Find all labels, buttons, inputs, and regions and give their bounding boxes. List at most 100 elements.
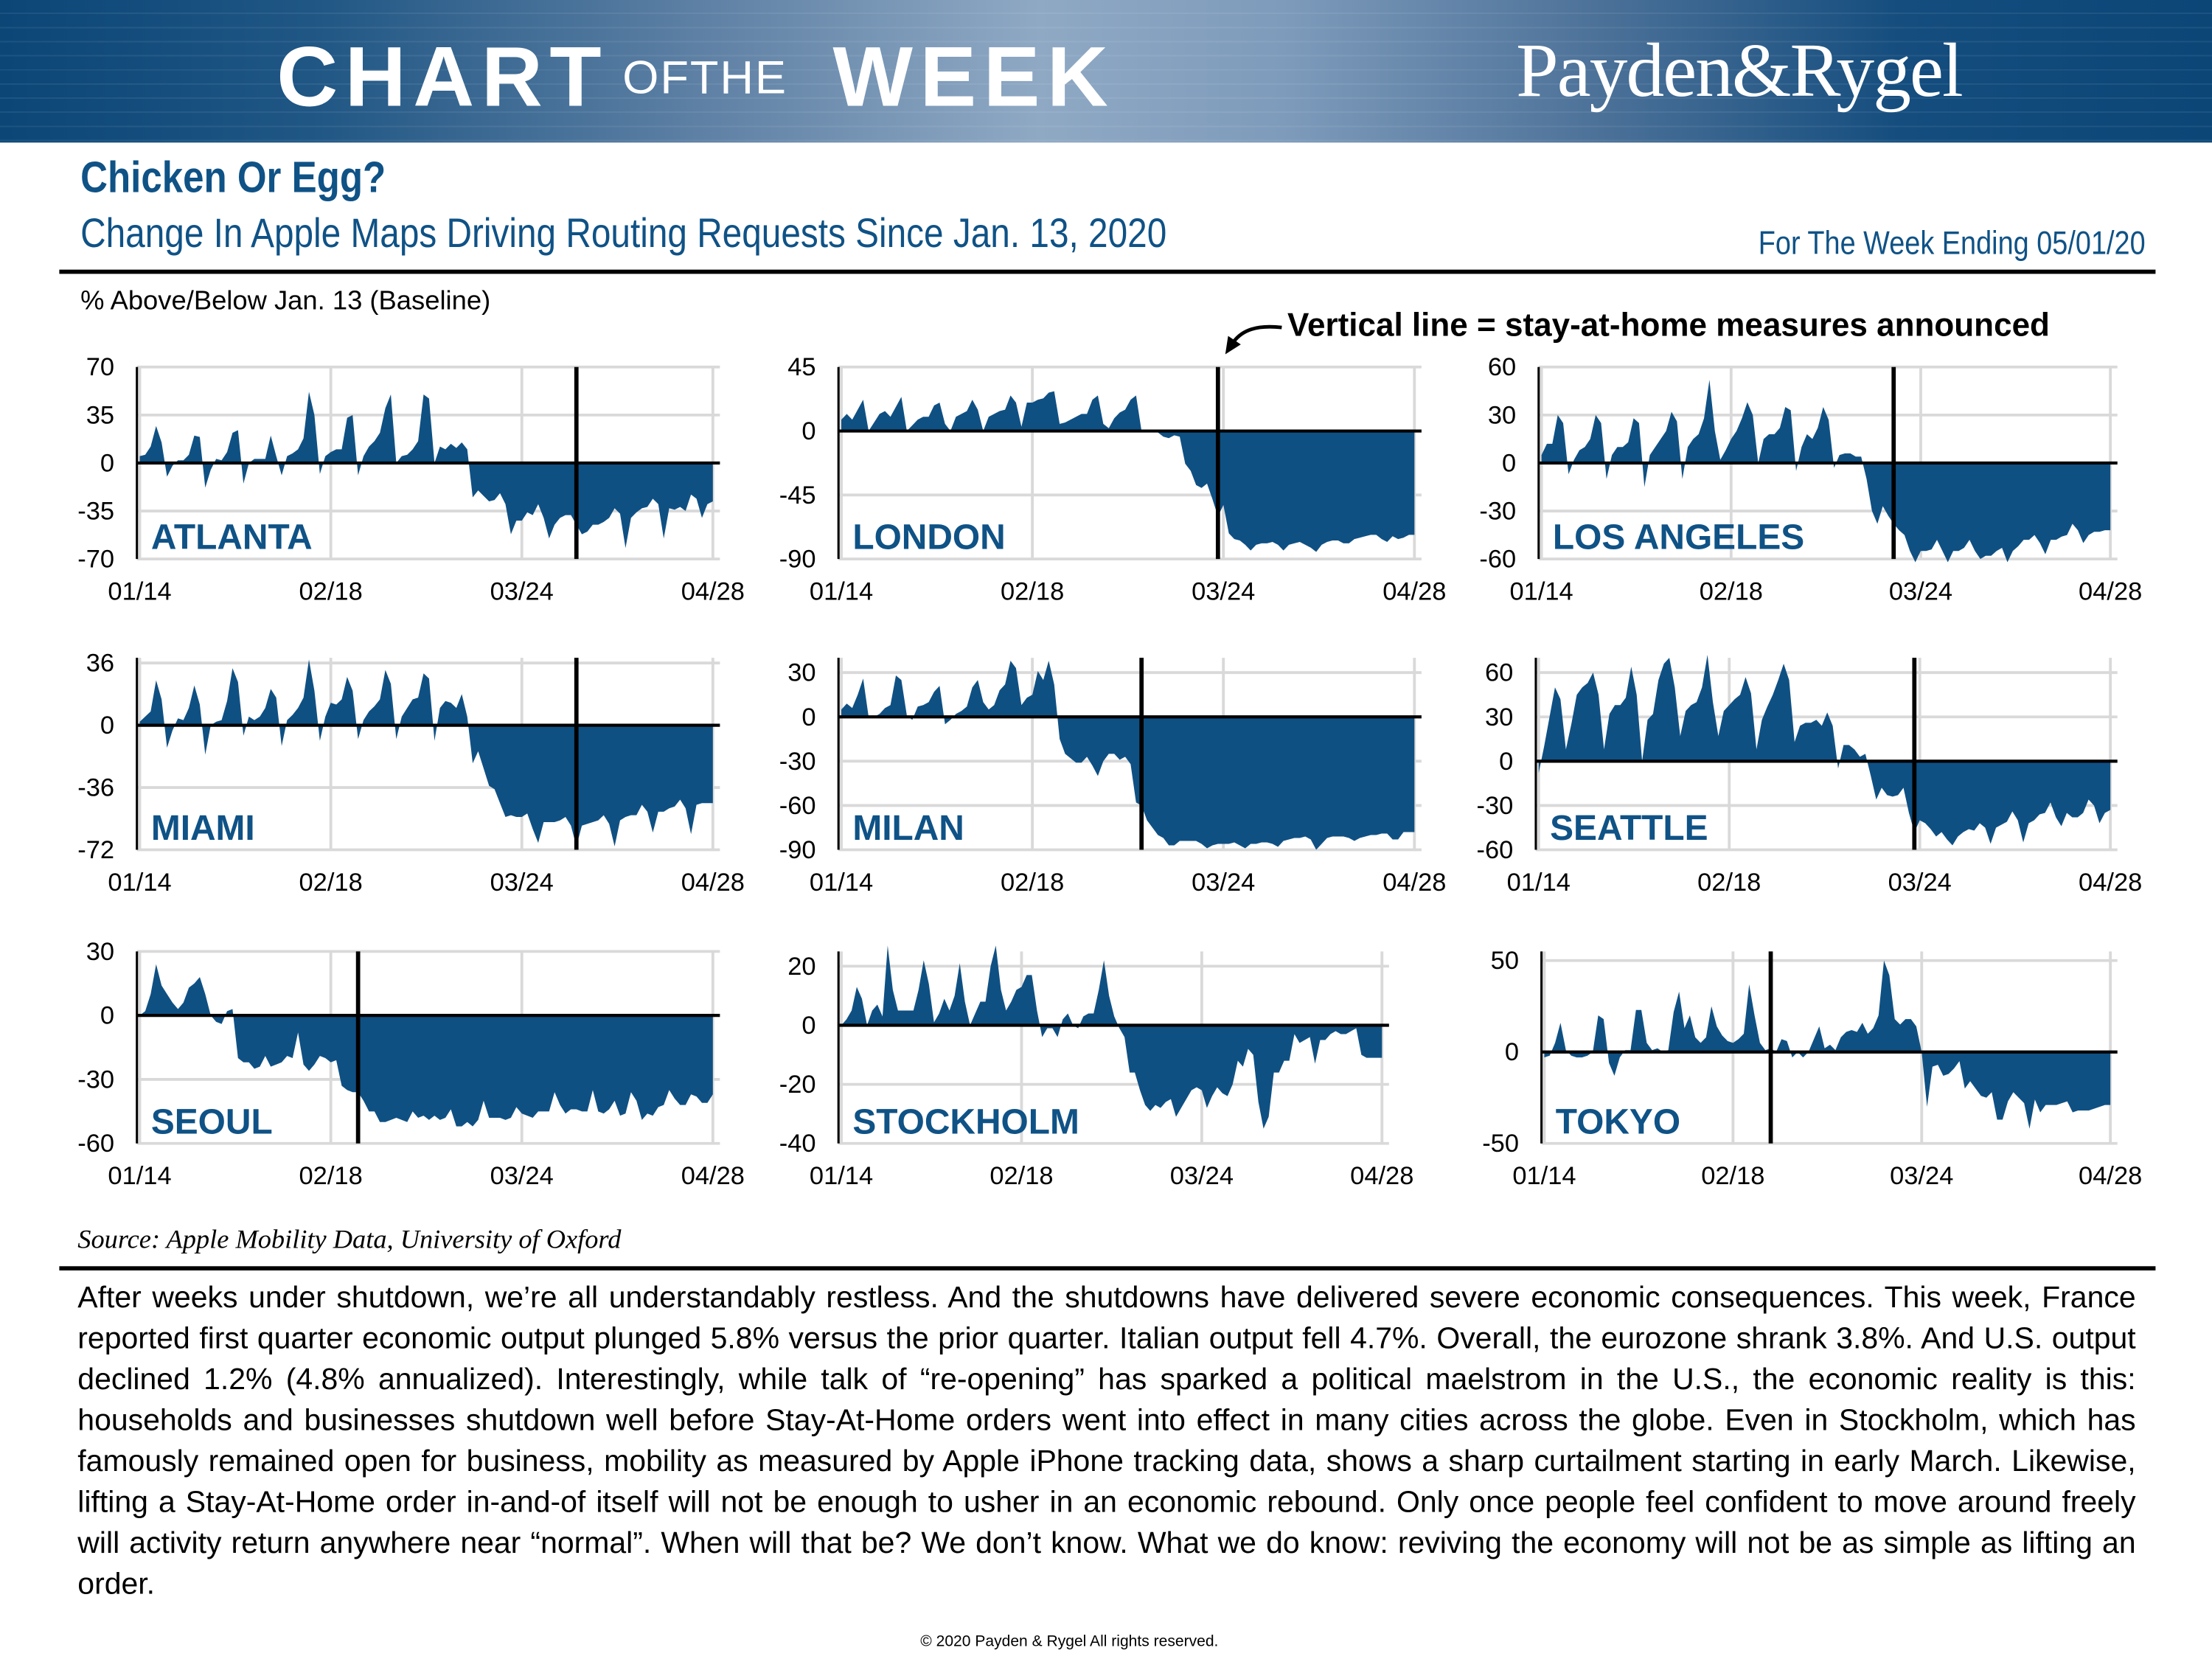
x-tick-label: 04/28 [1350, 1162, 1413, 1190]
page-title: Chicken Or Egg? [80, 152, 386, 202]
city-label: MIAMI [151, 809, 255, 848]
chart-milan: 30 0 -30 -60 -90 01/14 02/18 03/24 04/28 MILAN [779, 658, 1446, 897]
logo-chart-text: CHART [276, 29, 609, 125]
annotation-arrow-icon [1225, 324, 1282, 355]
x-tick-label: 01/14 [108, 1162, 171, 1190]
chart-tokyo: 50 0 -50 01/14 02/18 03/24 04/28 TOKYO [1482, 947, 2142, 1190]
annotation-text: Vertical line = stay-at-home measures an… [1287, 306, 2050, 344]
title-divider [59, 269, 2156, 274]
chart-stockholm: 20 0 -20 -40 01/14 02/18 03/24 04/28 STOCKHOLM [779, 945, 1413, 1190]
x-tick-label: 03/24 [1192, 578, 1255, 606]
header-banner: CHART OFTHE WEEK Payden&Rygel [0, 0, 2212, 143]
logo-ofthe-text: OFTHE [622, 50, 787, 103]
y-tick-label: 0 [100, 1002, 114, 1030]
y-tick-label: -36 [77, 774, 114, 802]
y-tick-label: 0 [100, 449, 114, 477]
chart-london: 45 0 -45 -90 01/14 02/18 03/24 04/28 LONDON [779, 353, 1447, 606]
y-tick-label: -72 [77, 836, 114, 864]
x-tick-label: 01/14 [810, 578, 873, 606]
area-series [139, 392, 713, 549]
city-label: STOCKHOLM [852, 1102, 1079, 1141]
y-tick-label: 0 [801, 1012, 815, 1040]
y-axis-note: % Above/Below Jan. 13 (Baseline) [80, 286, 491, 316]
y-tick-label: -60 [77, 1130, 114, 1158]
x-tick-label: 01/14 [810, 1162, 873, 1190]
x-tick-label: 04/28 [1382, 869, 1446, 897]
area-series [139, 659, 713, 846]
city-label: MILAN [852, 809, 964, 848]
y-tick-label: -40 [779, 1130, 816, 1158]
week-ending-date: For The Week Ending 05/01/20 [1759, 224, 2146, 262]
y-tick-label: -70 [77, 546, 114, 574]
x-tick-label: 03/24 [1170, 1162, 1234, 1190]
x-tick-label: 02/18 [1001, 869, 1064, 897]
x-tick-label: 04/28 [681, 869, 745, 897]
y-tick-label: -90 [779, 836, 816, 864]
x-tick-label: 02/18 [1701, 1162, 1764, 1190]
x-tick-label: 02/18 [1001, 578, 1064, 606]
y-tick-label: 0 [100, 712, 114, 740]
city-label: TOKYO [1556, 1102, 1680, 1141]
y-tick-label: 0 [1499, 748, 1513, 776]
x-tick-label: 03/24 [1890, 1162, 1953, 1190]
chart-atlanta: 70 35 0 -35 -70 01/14 02/18 03/24 04/28 ATLANTA [77, 353, 745, 606]
x-tick-label: 02/18 [299, 1162, 363, 1190]
x-tick-label: 04/28 [1382, 578, 1446, 606]
y-tick-label: 0 [801, 417, 815, 445]
x-tick-label: 02/18 [1700, 578, 1763, 606]
area-series [1541, 380, 2111, 563]
city-label: ATLANTA [151, 518, 313, 557]
x-tick-label: 04/28 [2079, 1162, 2142, 1190]
y-tick-label: -60 [1479, 546, 1516, 574]
x-tick-label: 03/24 [490, 1162, 554, 1190]
y-tick-label: -45 [779, 481, 816, 509]
x-tick-label: 01/14 [108, 578, 171, 606]
brand-logo: Payden&Rygel [1516, 28, 1964, 114]
x-tick-label: 03/24 [490, 869, 554, 897]
area-series [841, 661, 1415, 850]
copyright-notice: © 2020 Payden & Rygel All rights reserve… [920, 1633, 1219, 1651]
chart-los-angeles: 60 30 0 -30 -60 01/14 02/18 03/24 04/28 LOS ANGEL… [1479, 353, 2142, 606]
x-tick-label: 02/18 [299, 578, 363, 606]
x-tick-label: 02/18 [299, 869, 363, 897]
y-tick-label: 30 [86, 938, 114, 966]
x-tick-label: 01/14 [1510, 578, 1573, 606]
y-tick-label: -35 [77, 498, 114, 526]
x-tick-label: 02/18 [990, 1162, 1053, 1190]
chart-miami: 36 0 -36 -72 01/14 02/18 03/24 04/28 MIAMI [77, 650, 745, 897]
y-tick-label: -90 [779, 546, 816, 574]
source-note: Source: Apple Mobility Data, University … [77, 1225, 622, 1255]
y-tick-label: -60 [779, 792, 816, 820]
city-label: SEOUL [151, 1102, 273, 1141]
page-subtitle: Change In Apple Maps Driving Routing Req… [80, 212, 1167, 257]
y-tick-label: 30 [1485, 703, 1513, 731]
x-tick-label: 01/14 [810, 869, 873, 897]
x-tick-label: 04/28 [681, 1162, 745, 1190]
source-divider [59, 1266, 2156, 1271]
x-tick-label: 03/24 [1192, 869, 1255, 897]
x-tick-label: 01/14 [1512, 1162, 1576, 1190]
logo-week-text: WEEK [832, 29, 1116, 125]
y-tick-label: 36 [86, 650, 114, 678]
y-tick-label: -50 [1482, 1130, 1519, 1158]
y-tick-label: -60 [1477, 836, 1514, 864]
y-tick-label: -30 [1479, 498, 1516, 526]
y-tick-label: 0 [1502, 449, 1516, 477]
x-tick-label: 01/14 [108, 869, 171, 897]
y-tick-label: 0 [801, 703, 815, 731]
x-tick-label: 02/18 [1697, 869, 1761, 897]
chart-seoul: 30 0 -30 -60 01/14 02/18 03/24 04/28 SEOUL [77, 938, 745, 1190]
x-tick-label: 03/24 [1889, 578, 1952, 606]
y-tick-label: -30 [779, 748, 816, 776]
area-series [841, 945, 1382, 1129]
area-series [1538, 655, 2111, 846]
city-label: LOS ANGELES [1553, 518, 1804, 557]
y-tick-label: -30 [77, 1065, 114, 1093]
y-tick-label: 20 [787, 953, 815, 981]
y-tick-label: 30 [787, 659, 815, 687]
city-label: SEATTLE [1550, 809, 1708, 848]
y-tick-label: 60 [1485, 659, 1513, 687]
y-tick-label: 0 [1505, 1038, 1519, 1066]
city-label: LONDON [852, 518, 1005, 557]
